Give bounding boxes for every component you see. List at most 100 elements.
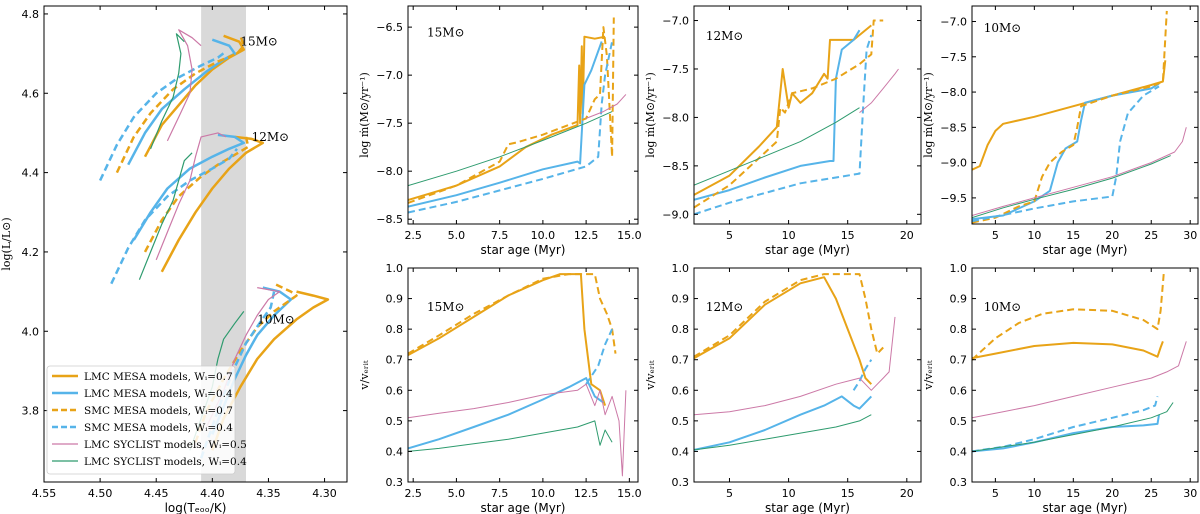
legend-box [46, 365, 236, 475]
y-tick-label: 0.7 [672, 354, 690, 367]
x-tick-label: 5.0 [448, 487, 466, 500]
series-line-blue-dashed [110, 148, 238, 285]
x-tick-label: 7.5 [491, 487, 509, 500]
legend-label: SMC MESA models, Wᵢ=0.4 [84, 422, 233, 434]
y-tick-label: 1.0 [950, 262, 968, 275]
series-line-orange [408, 35, 606, 201]
plot-area [408, 273, 627, 477]
series-line-blue [127, 38, 237, 166]
y-tick-label: −9.5 [940, 192, 967, 205]
y-tick-label: 0.5 [386, 415, 404, 428]
series-line-orange-dashed [408, 273, 617, 355]
y-tick-label: −9.0 [662, 208, 689, 221]
y-tick-label: 0.3 [950, 476, 968, 489]
series-line-blue [972, 414, 1160, 453]
y-tick-label: 0.8 [386, 323, 404, 336]
x-tick-label: 4.50 [88, 487, 113, 500]
y-axis-label: v/vₑᵣᵢₜ [358, 360, 371, 390]
series-line-blue-dashed [585, 328, 614, 385]
mass-annotation: 12M⊙ [706, 300, 744, 314]
series-line-pink [972, 127, 1187, 216]
y-tick-label: 0.8 [672, 323, 690, 336]
y-tick-label: −8.5 [662, 160, 689, 173]
x-tick-label: 15 [1066, 487, 1080, 500]
x-axis-label: star age (Myr) [765, 501, 850, 514]
x-tick-label: 5.0 [448, 229, 466, 242]
series-line-green [408, 111, 613, 187]
x-tick-label: 20 [900, 229, 914, 242]
x-tick-label: 4.30 [312, 487, 337, 500]
series-line-pink [155, 132, 227, 261]
x-tick-label: 5 [992, 229, 999, 242]
x-tick-label: 5 [992, 487, 999, 500]
series-line-green [972, 155, 1171, 219]
legend-label: SMC MESA models, Wᵢ=0.7 [84, 405, 233, 417]
x-tick-label: 2.5 [404, 487, 422, 500]
plot-area [408, 17, 627, 214]
y-tick-label: −7.5 [662, 63, 689, 76]
plot-area [98, 6, 330, 482]
y-tick-label: −6.5 [376, 21, 403, 34]
y-axis-label: log ṁ(M⊙/yr⁻¹) [922, 72, 935, 158]
y-tick-label: 0.8 [950, 323, 968, 336]
legend-label: LMC MESA models, Wᵢ=0.4 [84, 388, 233, 400]
mass-annotation: 15M⊙ [240, 35, 278, 49]
mass-annotation: 15M⊙ [427, 300, 465, 314]
x-tick-label: 4.45 [144, 487, 169, 500]
y-tick-label: 0.6 [386, 384, 404, 397]
y-tick-label: 0.9 [950, 293, 968, 306]
x-tick-label: 15 [841, 487, 855, 500]
series-line-blue-dashed [694, 34, 873, 216]
axes-frame [971, 5, 1199, 225]
series-line-orange-dashed [972, 10, 1168, 224]
series-line-pink [694, 316, 896, 416]
plot-area [972, 10, 1187, 224]
x-axis-label: star age (Myr) [481, 243, 566, 257]
x-tick-label: 25 [1144, 487, 1158, 500]
x-tick-label: 10.0 [531, 487, 556, 500]
series-line-blue [694, 395, 873, 451]
series-line-orange [408, 273, 607, 406]
series-line-pink [972, 341, 1187, 419]
panel-mdot15: 2.5 5.0 7.5 10.0 12.5 15.0 −8.5 −8.0 −7.5 −7.0 −6.… [358, 5, 642, 257]
x-tick-label: 20 [1105, 229, 1119, 242]
x-tick-label: 10 [782, 229, 796, 242]
x-tick-label: 7.5 [491, 229, 509, 242]
x-tick-label: 25 [1144, 229, 1158, 242]
panel-vv12: 5 10 15 20 0.3 0.4 0.5 0.6 0.7 0.8 0.9 1.0 star age … [644, 262, 922, 514]
y-tick-label: −8.0 [376, 165, 403, 178]
series-line-blue-dashed [852, 359, 873, 391]
series-line-orange [694, 276, 873, 385]
y-tick-label: −8.0 [662, 111, 689, 124]
legend-label: LMC SYCLIST models, Wᵢ=0.4 [84, 456, 247, 468]
x-tick-label: 15 [1066, 229, 1080, 242]
series-line-green [138, 152, 193, 280]
y-axis-label: v/vₑᵣᵢₜ [644, 360, 657, 390]
series-line-green [694, 414, 872, 451]
series-line-orange [160, 135, 265, 273]
x-tick-label: 20 [1105, 487, 1119, 500]
series-line-blue-dashed [972, 85, 1160, 223]
y-tick-label: 4.2 [22, 246, 40, 259]
x-tick-label: 10 [782, 487, 796, 500]
axes-frame [971, 267, 1199, 483]
y-tick-label: 0.4 [950, 445, 968, 458]
legend-label: LMC SYCLIST models, Wᵢ=0.5 [84, 439, 247, 451]
x-tick-label: 5 [726, 229, 733, 242]
y-tick-label: 0.4 [386, 445, 404, 458]
y-tick-label: 4.0 [22, 325, 40, 338]
series-line-orange-dashed [972, 274, 1165, 361]
y-tick-label: −7.5 [376, 117, 403, 130]
y-tick-label: 0.7 [386, 354, 404, 367]
x-axis-label: star age (Myr) [765, 243, 850, 257]
y-tick-label: 3.8 [22, 405, 40, 418]
x-tick-label: 12.5 [574, 487, 599, 500]
panel-hrd: 4.55 4.50 4.45 4.40 4.35 4.30 3.8 4.0 4.2 4.4 4.6 4… [0, 5, 348, 514]
x-tick-label: 4.40 [200, 487, 225, 500]
x-tick-label: 4.35 [256, 487, 281, 500]
y-tick-label: −7.0 [662, 15, 689, 28]
y-tick-label: −7.0 [376, 69, 403, 82]
plot-area [972, 274, 1187, 453]
series-line-orange-dashed [115, 35, 246, 174]
series-line-orange [143, 34, 246, 158]
